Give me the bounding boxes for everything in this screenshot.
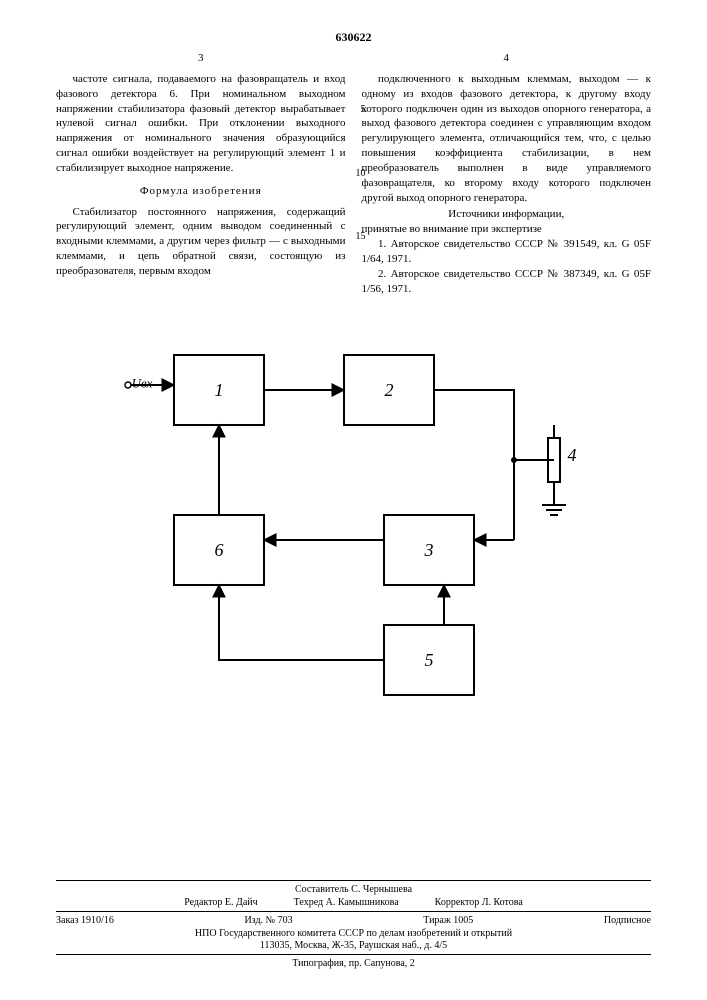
tirazh: Тираж 1005 — [423, 915, 473, 926]
izd-num: Изд. № 703 — [244, 915, 292, 926]
editor: Редактор Е. Дайч — [184, 897, 257, 908]
right-paragraph-1: подключенного к выходным клеммам, выходо… — [362, 72, 652, 206]
source-1: 1. Авторское свидетельство СССР № 391549… — [362, 237, 652, 267]
block-2-label: 2 — [384, 380, 393, 400]
line-num-15: 15 — [352, 230, 366, 244]
org-line-1: НПО Государственного комитета СССР по де… — [56, 928, 651, 939]
column-right: 5 10 15 4 подключенного к выходным клемм… — [354, 51, 652, 297]
block-3-label: 3 — [423, 540, 433, 560]
input-terminal-icon — [125, 382, 131, 388]
block-4-label: 4 — [567, 445, 576, 465]
block-1-label: 1 — [214, 380, 223, 400]
sources-subtitle: принятые во внимание при экспертизе — [362, 222, 652, 237]
line-num-5: 5 — [352, 103, 366, 117]
print-info-line: Заказ 1910/16 Изд. № 703 Тираж 1005 Подп… — [56, 915, 651, 926]
left-paragraph-1: частоте сигнала, подаваемого на фазовращ… — [56, 72, 346, 176]
block-diagram: Uвх 1 2 4 — [114, 325, 594, 705]
diagram-container: Uвх 1 2 4 — [56, 325, 651, 705]
page-number-left: 3 — [56, 51, 346, 66]
footer-rule-1 — [56, 880, 651, 881]
column-left: 3 частоте сигнала, подаваемого на фазовр… — [56, 51, 354, 297]
source-2: 2. Авторское свидетельство СССР № 387349… — [362, 267, 652, 297]
line-num-10: 10 — [352, 167, 366, 181]
document-number: 630622 — [56, 30, 651, 45]
editor-line: Редактор Е. Дайч Техред А. Камышникова К… — [56, 897, 651, 908]
page-number-right: 4 — [362, 51, 652, 66]
block-5-label: 5 — [424, 650, 433, 670]
subscription: Подписное — [604, 915, 651, 926]
footer: Составитель С. Чернышева Редактор Е. Дай… — [56, 877, 651, 970]
org-line-2: 113035, Москва, Ж-35, Раушская наб., д. … — [56, 940, 651, 951]
order-num: Заказ 1910/16 — [56, 915, 114, 926]
block-6-label: 6 — [214, 540, 223, 560]
text-columns: 3 частоте сигнала, подаваемого на фазовр… — [56, 51, 651, 297]
wire-5-6 — [219, 585, 384, 660]
input-label: Uвх — [131, 375, 152, 390]
formula-title: Формула изобретения — [56, 184, 346, 199]
page: 630622 3 частоте сигнала, подаваемого на… — [0, 0, 707, 1000]
footer-rule-3 — [56, 954, 651, 955]
line-number-gutter: 5 10 15 — [352, 51, 366, 244]
typography-line: Типография, пр. Сапунова, 2 — [56, 958, 651, 969]
techred: Техред А. Камышникова — [294, 897, 399, 908]
left-paragraph-2: Стабилизатор постоянного напряжения, сод… — [56, 205, 346, 279]
footer-rule-2 — [56, 911, 651, 912]
sources-title: Источники информации, — [362, 207, 652, 222]
compiler-line: Составитель С. Чернышева — [56, 884, 651, 895]
corrector: Корректор Л. Котова — [435, 897, 523, 908]
wire-2-out — [434, 390, 514, 460]
